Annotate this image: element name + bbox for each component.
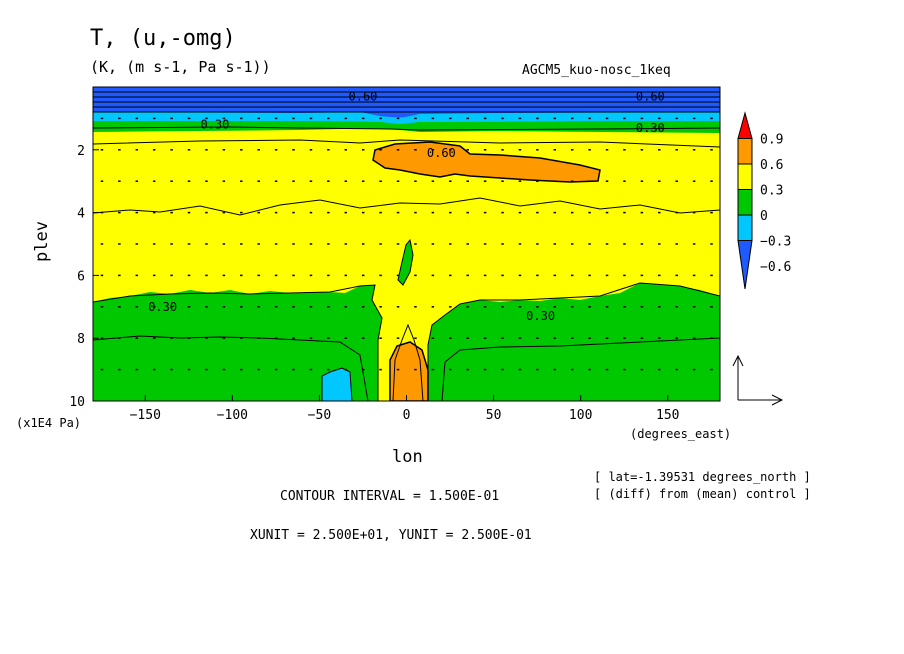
colorbar-label: 0.3: [760, 184, 783, 199]
colorbar-segment: [737, 189, 753, 216]
region-cyan-surface: [321, 367, 353, 401]
colorbar-cap-top: [737, 111, 753, 139]
reference-vector: [732, 354, 784, 406]
colorbar-cap-bottom: [737, 240, 753, 290]
diff-note: [ (diff) from (mean) control ]: [594, 487, 811, 501]
x-tick-label: −100: [217, 408, 248, 423]
y-axis-unit: (x1E4 Pa): [16, 416, 82, 430]
colorbar-label: 0.9: [760, 133, 783, 148]
experiment-name: AGCM5_kuo-nosc_1keq: [522, 63, 671, 78]
contour-interval: CONTOUR INTERVAL = 1.500E-01: [280, 489, 500, 504]
wind-vectors: [100, 117, 713, 371]
colorbar-label: 0.6: [760, 158, 783, 173]
chart-units: (K, (m s-1, Pa s-1)): [90, 58, 271, 76]
chart-title: T, (u,-omg): [90, 26, 236, 51]
y-tick-label: 8: [77, 332, 85, 347]
contour-label: 0.60: [427, 146, 456, 160]
x-tick-label: −150: [130, 408, 161, 423]
contour-label: 0.30: [148, 300, 177, 314]
x-tick-label: 0: [403, 408, 411, 423]
x-tick-label: 150: [656, 408, 679, 423]
region-green-top: [93, 121, 720, 130]
colorbar-label: −0.6: [760, 260, 791, 275]
contour-labels: 0.60 0.60 0.30 0.30 0.60 0.30 0.30: [148, 89, 665, 323]
vector-units: XUNIT = 2.500E+01, YUNIT = 2.500E-01: [250, 528, 532, 543]
colorbar-segment: [737, 163, 753, 190]
x-tick-label: 100: [569, 408, 592, 423]
colorbar-label: −0.3: [760, 235, 791, 250]
colorbar-label: 0: [760, 209, 768, 224]
y-tick-label: 2: [77, 144, 85, 159]
y-tick-label: 4: [77, 207, 85, 222]
latitude-note: [ lat=-1.39531 degrees_north ]: [594, 470, 811, 484]
axis-ticks: −150 −100 −50 0 50 100 150 2 4 6 8 10: [69, 144, 679, 423]
contour-label: 0.30: [526, 309, 555, 323]
x-tick-label: 50: [486, 408, 502, 423]
colorbar-segment: [737, 214, 753, 241]
x-tick-label: −50: [308, 408, 331, 423]
y-tick-label: 6: [77, 269, 85, 284]
y-tick-label: 10: [69, 395, 85, 410]
contour-label: 0.60: [636, 89, 665, 103]
upper-contours: [93, 91, 720, 401]
x-axis-unit: (degrees_east): [630, 427, 732, 441]
region-orange-upper: [372, 141, 601, 183]
x-axis-label: lon: [392, 447, 423, 467]
colorbar-segment: [737, 138, 753, 165]
contour-label: 0.30: [200, 118, 229, 132]
contour-label: 0.60: [349, 89, 378, 103]
region-green-finger: [397, 238, 414, 286]
colorbar: 0.9 0.6 0.3 0 −0.3 −0.6: [737, 111, 791, 290]
contour-label: 0.30: [636, 121, 665, 135]
